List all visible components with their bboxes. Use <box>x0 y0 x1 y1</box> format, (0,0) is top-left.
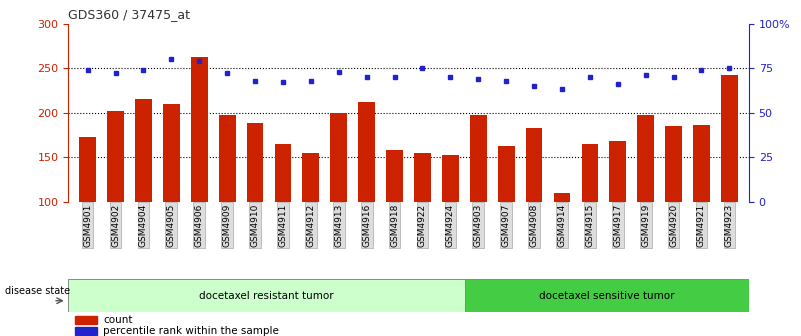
Text: GSM4905: GSM4905 <box>167 204 176 247</box>
Bar <box>75 327 97 335</box>
Bar <box>358 102 375 202</box>
Text: GSM4912: GSM4912 <box>306 204 316 247</box>
Bar <box>638 115 654 202</box>
Bar <box>303 153 320 202</box>
Text: percentile rank within the sample: percentile rank within the sample <box>103 326 280 336</box>
Text: GSM4907: GSM4907 <box>501 204 511 247</box>
Text: GDS360 / 37475_at: GDS360 / 37475_at <box>68 8 190 21</box>
Bar <box>721 75 738 202</box>
Bar <box>135 99 152 202</box>
Text: GSM4915: GSM4915 <box>586 204 594 247</box>
Text: GSM4903: GSM4903 <box>473 204 483 247</box>
Text: GSM4902: GSM4902 <box>111 204 120 247</box>
Bar <box>247 123 264 202</box>
Bar <box>442 155 459 202</box>
Text: GSM4914: GSM4914 <box>557 204 566 247</box>
Text: docetaxel resistant tumor: docetaxel resistant tumor <box>199 291 334 301</box>
Text: GSM4911: GSM4911 <box>279 204 288 247</box>
Text: GSM4906: GSM4906 <box>195 204 203 247</box>
Bar <box>219 115 235 202</box>
Text: GSM4919: GSM4919 <box>641 204 650 247</box>
Bar <box>525 128 542 202</box>
Bar <box>386 150 403 202</box>
Text: GSM4910: GSM4910 <box>251 204 260 247</box>
Bar <box>553 193 570 202</box>
Bar <box>330 113 347 202</box>
Bar <box>79 137 96 202</box>
Text: GSM4917: GSM4917 <box>614 204 622 247</box>
Bar <box>470 115 487 202</box>
Bar <box>75 316 97 324</box>
Text: GSM4916: GSM4916 <box>362 204 371 247</box>
Bar <box>191 57 207 202</box>
Text: GSM4901: GSM4901 <box>83 204 92 247</box>
Bar <box>665 126 682 202</box>
Text: GSM4921: GSM4921 <box>697 204 706 247</box>
Text: GSM4920: GSM4920 <box>669 204 678 247</box>
Bar <box>163 104 179 202</box>
Text: GSM4923: GSM4923 <box>725 204 734 247</box>
Text: disease state: disease state <box>5 286 70 296</box>
Text: GSM4904: GSM4904 <box>139 204 148 247</box>
Text: GSM4924: GSM4924 <box>446 204 455 247</box>
Text: GSM4913: GSM4913 <box>334 204 344 247</box>
Text: docetaxel sensitive tumor: docetaxel sensitive tumor <box>539 291 674 301</box>
Bar <box>610 141 626 202</box>
Bar <box>414 153 431 202</box>
FancyBboxPatch shape <box>465 279 749 312</box>
Text: GSM4922: GSM4922 <box>418 204 427 247</box>
Bar <box>497 145 514 202</box>
Text: GSM4908: GSM4908 <box>529 204 538 247</box>
Text: count: count <box>103 315 133 325</box>
Bar <box>275 144 292 202</box>
FancyBboxPatch shape <box>68 279 465 312</box>
Bar <box>582 144 598 202</box>
Text: GSM4918: GSM4918 <box>390 204 399 247</box>
Text: GSM4909: GSM4909 <box>223 204 231 247</box>
Bar <box>693 125 710 202</box>
Bar <box>107 111 124 202</box>
